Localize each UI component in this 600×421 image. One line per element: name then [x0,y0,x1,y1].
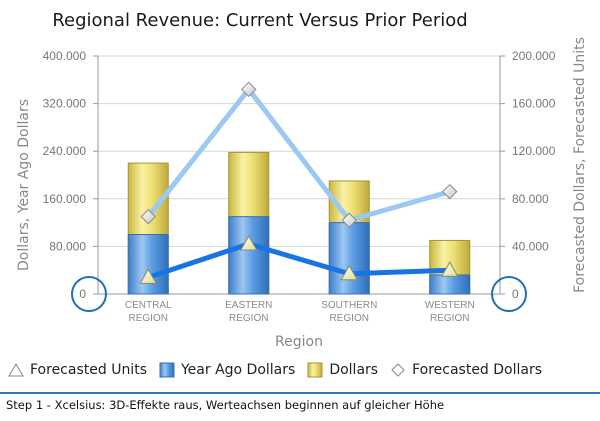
footer-caption: Step 1 - Xcelsius: 3D-Effekte raus, Wert… [6,398,444,412]
y-tick-label: 240.000 [43,144,87,158]
y-tick-label: 80.000 [49,239,86,253]
blue-bar-swatch-icon [159,362,175,378]
legend-label: Forecasted Dollars [412,362,542,378]
y-tick-label: 400.000 [43,49,87,63]
diamond-marker-icon [390,363,406,377]
legend-item-year-ago-dollars[interactable]: Year Ago Dollars [159,362,295,378]
bar-year-ago-dollars [128,235,168,295]
line-forecasted-dollars [148,89,450,220]
x-tick-label: EASTERN [225,300,272,311]
x-tick-label: REGION [229,313,268,324]
bar-year-ago-dollars [430,275,470,294]
y2-tick-label: 40.000 [512,239,549,253]
yellow-bar-swatch-icon [307,362,323,378]
legend-item-forecasted-units[interactable]: Forecasted Units [8,362,147,378]
legend: Forecasted Units Year Ago Dollars Dollar… [8,360,554,380]
x-tick-label: SOUTHERN [321,300,377,311]
y-axis-title: Dollars, Year Ago Dollars [16,99,32,271]
legend-label: Forecasted Units [30,362,147,378]
y-tick-label: 0 [79,287,86,301]
x-tick-label: REGION [129,313,168,324]
bar-year-ago-dollars [329,223,369,294]
divider-rule [0,392,600,394]
y-tick-label: 320.000 [43,97,87,111]
legend-item-dollars[interactable]: Dollars [307,362,378,378]
y-tick-label: 160.000 [43,192,87,206]
x-tick-label: REGION [330,313,369,324]
chart-title: Regional Revenue: Current Versus Prior P… [0,10,520,31]
bar-year-ago-dollars [229,217,269,294]
y2-axis-title: Forecasted Dollars, Forecasted Units [572,37,588,293]
legend-label: Dollars [329,362,378,378]
x-tick-label: REGION [430,313,469,324]
marker-forecasted-dollars [443,185,457,199]
x-axis-title: Region [275,334,323,350]
x-tick-label: CENTRAL [125,300,172,311]
y2-tick-label: 80.000 [512,192,549,206]
y2-tick-label: 200.000 [512,49,556,63]
chart-canvas: 0 0 80.000 40.000 160.000 80.000 240.000 120.00… [0,0,600,421]
line-forecasted-units [148,244,450,277]
legend-label: Year Ago Dollars [181,362,295,378]
y2-tick-label: 0 [512,287,519,301]
legend-item-forecasted-dollars[interactable]: Forecasted Dollars [390,362,542,378]
x-tick-label: WESTERN [425,300,475,311]
triangle-marker-icon [8,363,24,377]
y2-tick-label: 120.000 [512,144,556,158]
y2-tick-label: 160.000 [512,97,556,111]
